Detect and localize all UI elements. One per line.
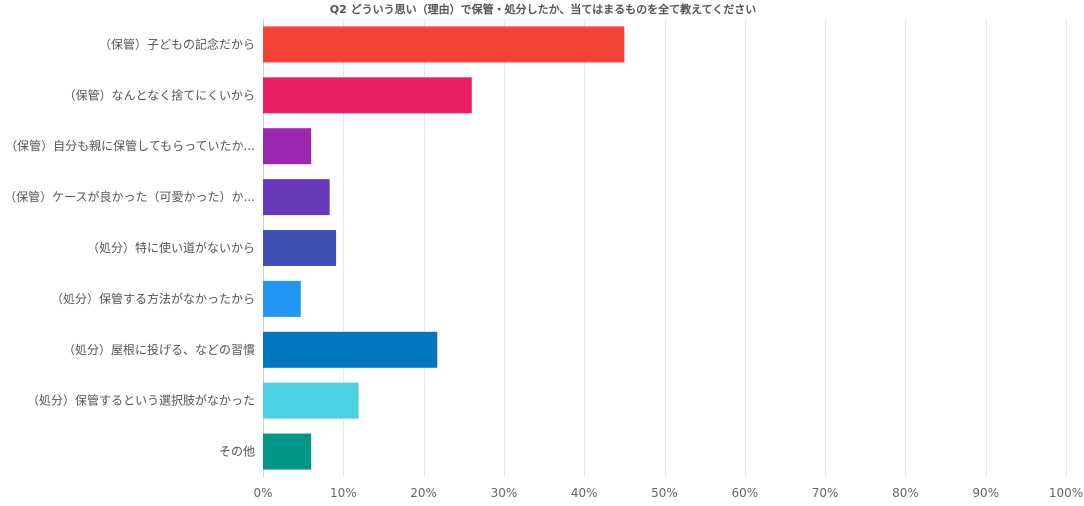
x-tick-label: 80% [892,486,919,500]
bar[interactable] [263,77,472,114]
category-label: （保管）なんとなく捨てにくいから [64,87,255,102]
x-tick-label: 0% [253,486,272,500]
bar[interactable] [263,331,438,368]
x-tick-label: 90% [972,486,999,500]
bar[interactable] [263,433,312,470]
category-label: （保管）自分も親に保管してもらっていたか... [5,138,255,153]
category-label: その他 [219,445,255,459]
x-tick-label: 30% [491,486,518,500]
x-axis-ticks: 0% 10% 20% 30% 40% 50% 60% 70% 80% 90% 100% [253,486,1083,500]
category-label: （処分）保管するという選択肢がなかった [27,393,255,408]
bar[interactable] [263,26,625,63]
bar[interactable] [263,230,337,266]
x-tick-label: 10% [330,486,357,500]
bar-layer [263,26,625,470]
bar[interactable] [263,128,312,165]
x-tick-label: 40% [571,486,598,500]
x-tick-label: 100% [1049,486,1083,500]
category-label: （処分）特に使い道がないから [87,240,255,255]
category-label: （保管）子どもの記念だから [99,36,255,51]
category-label: （処分）保管する方法がなかったから [51,291,255,306]
category-labels: （保管）子どもの記念だから （保管）なんとなく捨てにくいから （保管）自分も親に保管… [4,36,255,458]
x-tick-label: 50% [651,486,678,500]
bar[interactable] [263,382,359,419]
x-tick-label: 20% [410,486,437,500]
category-label: （処分）屋根に投げる、などの習慣 [63,342,255,357]
category-label: （保管）ケースが良かった（可愛かった）か... [4,189,255,204]
bar[interactable] [263,280,301,317]
bar[interactable] [263,179,330,216]
chart-title: Q2 どういう思い（理由）で保管・処分したか、当てはまるものを全て教えてください [330,2,757,16]
x-tick-label: 60% [731,486,758,500]
x-tick-label: 70% [812,486,839,500]
